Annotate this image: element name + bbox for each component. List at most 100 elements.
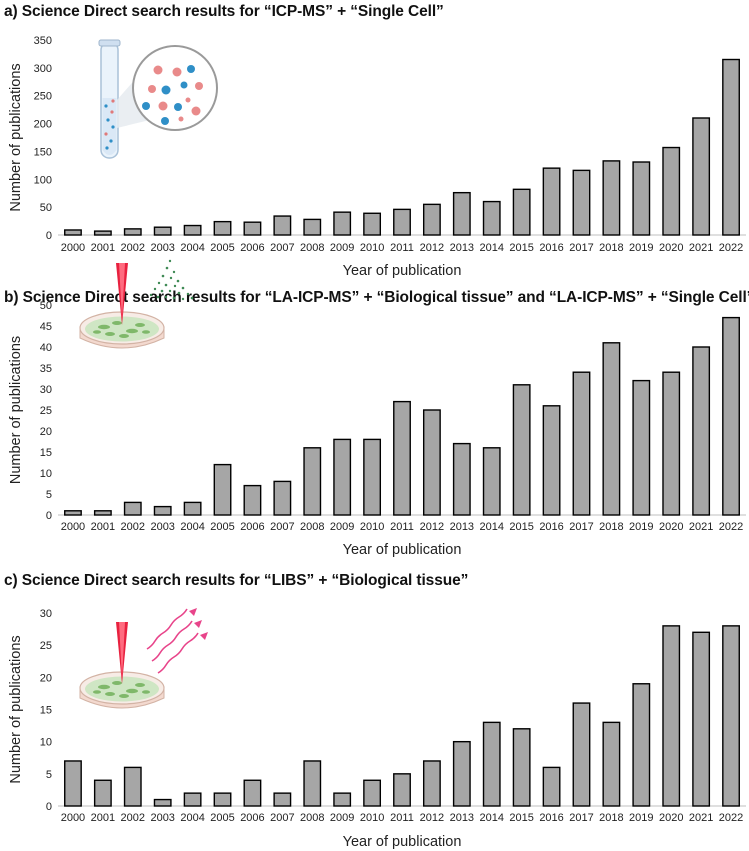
chart-b-x-axis-label: Year of publication bbox=[343, 542, 462, 558]
emission-waves-icon bbox=[146, 608, 199, 674]
chart-b-xtick-label: 2022 bbox=[719, 521, 743, 533]
chart-b-xtick-label: 2000 bbox=[61, 521, 85, 533]
chart-c-xtick-label: 2020 bbox=[659, 812, 683, 824]
chart-b-xtick-label: 2016 bbox=[539, 521, 563, 533]
chart-b-xtick-label: 2011 bbox=[390, 521, 414, 533]
chart-b-ytick-label: 0 bbox=[46, 510, 52, 522]
chart-c-xtick-label: 2011 bbox=[390, 812, 414, 824]
chart-c: 0 5 10 15 20 25 30 2000 2001 2002 2003 2004 2005 2006… bbox=[8, 608, 746, 850]
chart-a-bar-2012 bbox=[422, 203, 441, 236]
chart-b-xtick-label: 2019 bbox=[629, 521, 653, 533]
cell-magnifier-icon bbox=[132, 45, 218, 131]
chart-b-y-axis-label: Number of publications bbox=[8, 336, 24, 484]
chart-a-bar-2014 bbox=[482, 200, 501, 236]
panel-a: a) Science Direct search results for “IC… bbox=[0, 0, 749, 280]
chart-a-bar-2021 bbox=[692, 117, 711, 236]
chart-c-bar-2014 bbox=[482, 721, 501, 807]
chart-b-ytick-label: 10 bbox=[40, 468, 52, 480]
chart-c-xtick-label: 2016 bbox=[539, 812, 563, 824]
panel-a-title: a) Science Direct search results for “IC… bbox=[4, 3, 444, 20]
chart-a-xtick-label: 2016 bbox=[539, 242, 563, 254]
chart-a-illustration bbox=[98, 39, 218, 159]
chart-b: 0 5 10 15 20 25 30 35 40 45 50 2000 2001 2002 2003 2004… bbox=[8, 259, 746, 558]
chart-c-bar-2013 bbox=[452, 740, 471, 807]
chart-c-bar-2015 bbox=[512, 728, 531, 807]
chart-b-bar-2020 bbox=[662, 371, 681, 516]
chart-c-ytick-label: 30 bbox=[40, 608, 52, 620]
chart-b-xtick-label: 2004 bbox=[180, 521, 204, 533]
chart-a-ytick-label: 100 bbox=[34, 174, 52, 186]
chart-b-bar-2008 bbox=[303, 447, 322, 516]
chart-a-xtick-label: 2003 bbox=[150, 242, 174, 254]
chart-c-bar-2003 bbox=[153, 798, 172, 807]
chart-a-bar-2001 bbox=[93, 230, 112, 236]
chart-c-ytick-label: 5 bbox=[46, 769, 52, 781]
panel-c-title: c) Science Direct search results for “LI… bbox=[4, 572, 469, 589]
chart-c-xtick-label: 2018 bbox=[599, 812, 623, 824]
chart-a-bar-2010 bbox=[363, 212, 382, 236]
chart-b-bar-2014 bbox=[482, 447, 501, 516]
chart-b-xtick-label: 2006 bbox=[240, 521, 264, 533]
chart-c-ytick-label: 15 bbox=[40, 705, 52, 717]
chart-a-bar-2013 bbox=[452, 191, 471, 236]
chart-b-xtick-label: 2008 bbox=[300, 521, 324, 533]
chart-c-bar-2000 bbox=[64, 760, 82, 807]
chart-a-bar-2008 bbox=[303, 218, 322, 236]
chart-a-xtick-label: 2011 bbox=[390, 242, 414, 254]
chart-c-xtick-label: 2022 bbox=[719, 812, 743, 824]
chart-c-ytick-label: 10 bbox=[40, 737, 52, 749]
chart-b-ytick-label: 50 bbox=[40, 300, 52, 312]
chart-b-bar-2015 bbox=[512, 384, 531, 516]
chart-b-ytick-label: 20 bbox=[40, 426, 52, 438]
chart-c-bar-2017 bbox=[572, 702, 591, 807]
chart-a-bar-2019 bbox=[632, 161, 651, 236]
chart-c-xtick-label: 2010 bbox=[360, 812, 384, 824]
chart-a-xtick-label: 2002 bbox=[121, 242, 145, 254]
chart-a: 0 50 100 150 200 250 300 350 2000 2001 2002 2003 200… bbox=[8, 35, 746, 279]
chart-c-xtick-label: 2006 bbox=[240, 812, 264, 824]
ablation-particles-icon bbox=[149, 259, 194, 301]
chart-c-bar-2009 bbox=[333, 792, 352, 807]
chart-a-xtick-label: 2008 bbox=[300, 242, 324, 254]
chart-a-xtick-label: 2012 bbox=[420, 242, 444, 254]
chart-c-xtick-label: 2003 bbox=[150, 812, 174, 824]
chart-b-xtick-label: 2015 bbox=[509, 521, 533, 533]
chart-b-xtick-label: 2007 bbox=[270, 521, 294, 533]
chart-a-bar-2015 bbox=[512, 188, 531, 236]
chart-a-ytick-label: 200 bbox=[34, 119, 52, 131]
chart-b-ytick-label: 25 bbox=[40, 405, 52, 417]
chart-a-bar-2018 bbox=[602, 160, 621, 236]
chart-b-bar-2019 bbox=[632, 379, 651, 516]
chart-c-xtick-label: 2007 bbox=[270, 812, 294, 824]
chart-a-ytick-label: 50 bbox=[40, 202, 52, 214]
chart-b-xtick-label: 2017 bbox=[569, 521, 593, 533]
chart-c-illustration bbox=[79, 608, 208, 709]
chart-a-bar-2007 bbox=[273, 215, 292, 236]
chart-b-bar-2022 bbox=[722, 316, 740, 516]
chart-c-bar-2019 bbox=[632, 683, 651, 807]
chart-c-bar-2022 bbox=[722, 625, 740, 807]
chart-c-xtick-label: 2000 bbox=[61, 812, 85, 824]
chart-a-ytick-label: 150 bbox=[34, 146, 52, 158]
chart-b-bar-2012 bbox=[422, 409, 441, 516]
chart-c-xtick-label: 2002 bbox=[121, 812, 145, 824]
chart-c-xtick-label: 2013 bbox=[450, 812, 474, 824]
chart-b-ytick-label: 45 bbox=[40, 321, 52, 333]
chart-a-xtick-label: 2022 bbox=[719, 242, 743, 254]
chart-b-bar-2007 bbox=[273, 480, 292, 516]
chart-c-bar-2007 bbox=[273, 792, 292, 807]
panel-b-title: b) Science Direct search results for “LA… bbox=[4, 289, 749, 306]
chart-c-xtick-label: 2017 bbox=[569, 812, 593, 824]
chart-a-xtick-label: 2021 bbox=[689, 242, 713, 254]
chart-b-ytick-label: 15 bbox=[40, 447, 52, 459]
chart-a-xtick-label: 2017 bbox=[569, 242, 593, 254]
chart-c-bar-2005 bbox=[213, 792, 232, 807]
chart-b-xtick-label: 2014 bbox=[479, 521, 503, 533]
chart-a-bar-2004 bbox=[183, 224, 202, 236]
chart-c-ytick-label: 20 bbox=[40, 672, 52, 684]
chart-c-bar-2016 bbox=[542, 766, 561, 807]
chart-b-bar-2002 bbox=[123, 501, 142, 516]
chart-b-bar-2016 bbox=[542, 405, 561, 516]
chart-b-xtick-label: 2018 bbox=[599, 521, 623, 533]
chart-c-xtick-label: 2004 bbox=[180, 812, 204, 824]
